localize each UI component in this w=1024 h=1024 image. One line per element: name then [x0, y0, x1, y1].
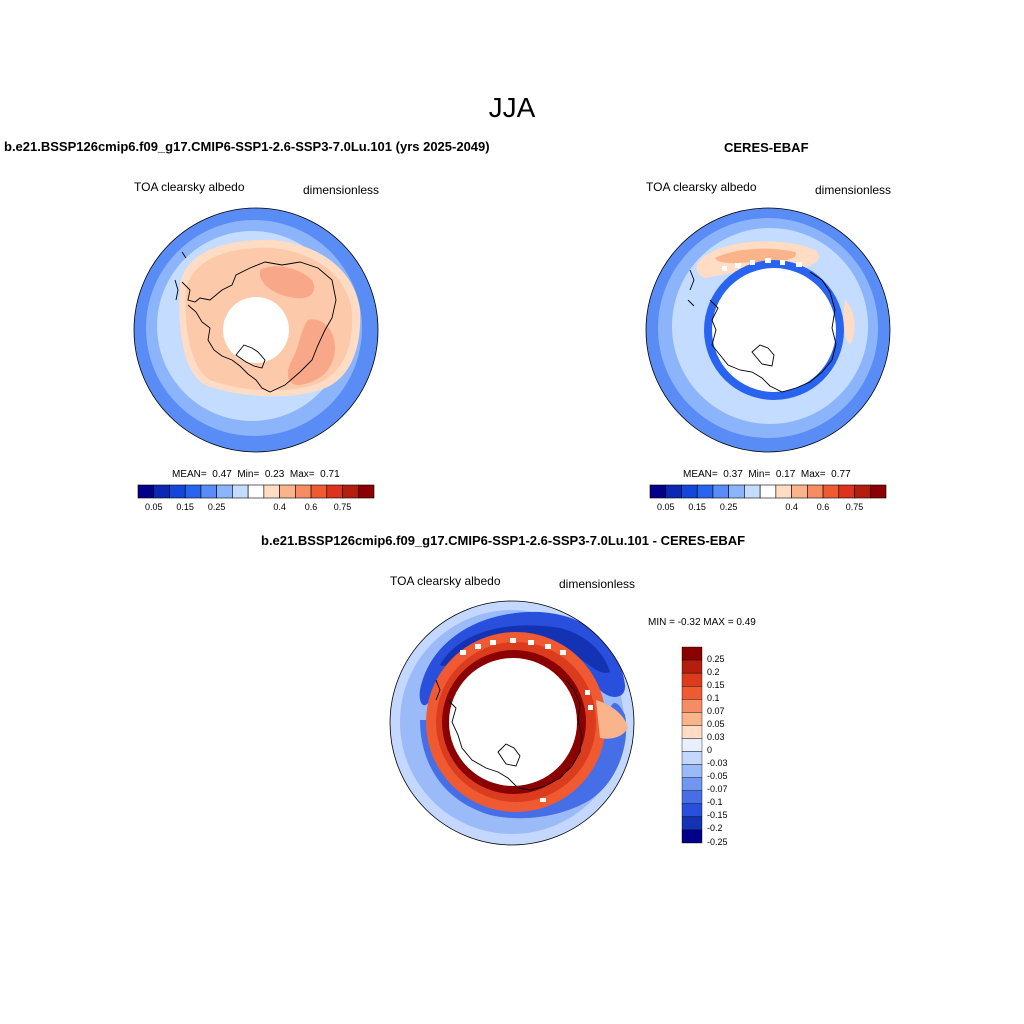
colorbar-difference-tick-label: -0.1 [707, 797, 723, 808]
colorbar-difference-cell [681, 777, 703, 791]
panel-3-title: b.e21.BSSP126cmip6.f09_g17.CMIP6-SSP1-2.… [261, 533, 746, 548]
colorbar-model-cell [153, 484, 170, 499]
colorbar-difference [681, 646, 703, 844]
colorbar-difference-cell [681, 829, 703, 844]
colorbar-difference-cell [681, 686, 703, 700]
colorbar-difference-cell [681, 790, 703, 805]
coastline-map-model [174, 251, 337, 393]
colorbar-ceres-cell [807, 484, 824, 499]
colorbar-ceres-cell [649, 484, 667, 499]
map-ceres [646, 208, 890, 452]
coastline-map-ceres [687, 269, 837, 393]
colorbar-ceres-cell [712, 484, 729, 499]
colorbar-ceres-cell [869, 484, 887, 499]
colorbar-model-cell [200, 484, 217, 499]
colorbar-difference-tick-label: -0.25 [707, 836, 728, 847]
colorbar-model-tick-label: 0.75 [333, 502, 352, 512]
colorbar-ceres-cell [759, 484, 777, 499]
colorbar-model-cell [263, 484, 280, 499]
colorbar-ceres-tick-label: 0.6 [816, 502, 830, 512]
colorbar-difference-tick-label: -0.15 [707, 810, 728, 821]
colorbar-model-cell [232, 484, 249, 499]
colorbar-difference-cell [681, 816, 703, 831]
map-ceres-border [645, 207, 891, 453]
colorbar-ceres-tick-label: 0.4 [785, 502, 798, 512]
colorbar-difference-tick-label: -0.07 [707, 784, 728, 795]
map-model [134, 208, 378, 452]
colorbar-ceres-tick-label: 0.25 [719, 502, 738, 512]
colorbar-model-cell [310, 484, 328, 499]
colorbar-model [137, 484, 375, 499]
colorbar-model-tick-label: 0.4 [273, 502, 286, 512]
colorbar-difference-cell [681, 738, 703, 752]
coastline-map-difference [435, 679, 583, 791]
colorbar-ceres [649, 484, 887, 499]
colorbar-difference-tick-label: 0.1 [707, 692, 720, 703]
colorbar-model-cell [184, 484, 202, 499]
colorbar-model-tick-label: 0.6 [304, 502, 318, 512]
colorbar-difference-cell [681, 803, 703, 818]
colorbar-model-cell [247, 484, 265, 499]
colorbar-ceres-cell [744, 484, 761, 499]
colorbar-difference-tick-label: -0.2 [707, 823, 723, 834]
map-difference-border [389, 600, 635, 846]
colorbar-difference-cell [681, 712, 703, 726]
panel-1-stats: MEAN= 0.47 Min= 0.23 Max= 0.71 [172, 469, 340, 480]
colorbar-difference-cell [681, 672, 703, 687]
colorbar-model-cell [326, 484, 343, 499]
colorbar-difference-tick-label: -0.03 [707, 758, 728, 769]
colorbar-difference-cell [681, 751, 703, 765]
panel-2-variable: TOA clearsky albedo [646, 180, 757, 194]
colorbar-model-cell [216, 484, 233, 499]
panel-1-variable: TOA clearsky albedo [134, 180, 245, 194]
colorbar-ceres-cell [681, 484, 698, 499]
colorbar-model-tick-label: 0.05 [144, 502, 163, 512]
colorbar-difference-tick-label: 0.05 [707, 718, 725, 729]
main-title: JJA [488, 92, 536, 123]
colorbar-model-cell [169, 484, 186, 499]
colorbar-difference-tick-label: 0.07 [707, 705, 725, 716]
colorbar-ceres-cell [838, 484, 855, 499]
panel-3-units: dimensionless [559, 577, 636, 591]
colorbar-model-cell [137, 484, 155, 499]
colorbar-difference-tick-label: 0.15 [707, 679, 725, 690]
colorbar-difference-cell [681, 699, 703, 713]
colorbar-ceres-cell [728, 484, 745, 499]
colorbar-difference-cell [681, 725, 703, 739]
colorbar-model-cell [357, 484, 375, 499]
colorbar-ceres-cell [791, 484, 808, 499]
colorbar-ceres-tick-label: 0.05 [656, 502, 675, 512]
colorbar-model-cell [342, 484, 359, 499]
panel-2-units: dimensionless [815, 183, 892, 197]
colorbar-difference-cell [681, 764, 703, 778]
colorbar-difference-tick-label: 0.25 [707, 653, 725, 664]
panel-1-units: dimensionless [303, 183, 380, 197]
panel-2-title: CERES-EBAF [724, 140, 809, 155]
map-difference [390, 601, 634, 845]
panel-3-variable: TOA clearsky albedo [390, 574, 501, 588]
colorbar-model-tick-label: 0.15 [176, 502, 194, 512]
colorbar-ceres-cell [696, 484, 714, 499]
colorbar-model-cell [295, 484, 312, 499]
panel-3-minmax: MIN = -0.32 MAX = 0.49 [648, 617, 756, 628]
colorbar-difference-cell [681, 659, 703, 674]
colorbar-difference-tick-label: 0.2 [707, 666, 720, 677]
panel-2-stats: MEAN= 0.37 Min= 0.17 Max= 0.77 [683, 469, 851, 480]
colorbar-difference-tick-label: 0 [707, 745, 713, 756]
colorbar-ceres-cell [822, 484, 840, 499]
colorbar-difference-cell [681, 646, 703, 661]
panel-1-title: b.e21.BSSP126cmip6.f09_g17.CMIP6-SSP1-2.… [4, 139, 490, 154]
map-model-border [133, 207, 379, 453]
colorbar-ceres-tick-label: 0.15 [688, 502, 706, 512]
colorbar-ceres-cell [775, 484, 792, 499]
colorbar-ceres-cell [854, 484, 871, 499]
colorbar-ceres-cell [665, 484, 682, 499]
colorbar-difference-tick-label: 0.03 [707, 731, 725, 742]
colorbar-model-tick-label: 0.25 [207, 502, 226, 512]
colorbar-difference-tick-label: -0.05 [707, 771, 728, 782]
colorbar-model-cell [279, 484, 296, 499]
colorbar-ceres-tick-label: 0.75 [845, 502, 864, 512]
